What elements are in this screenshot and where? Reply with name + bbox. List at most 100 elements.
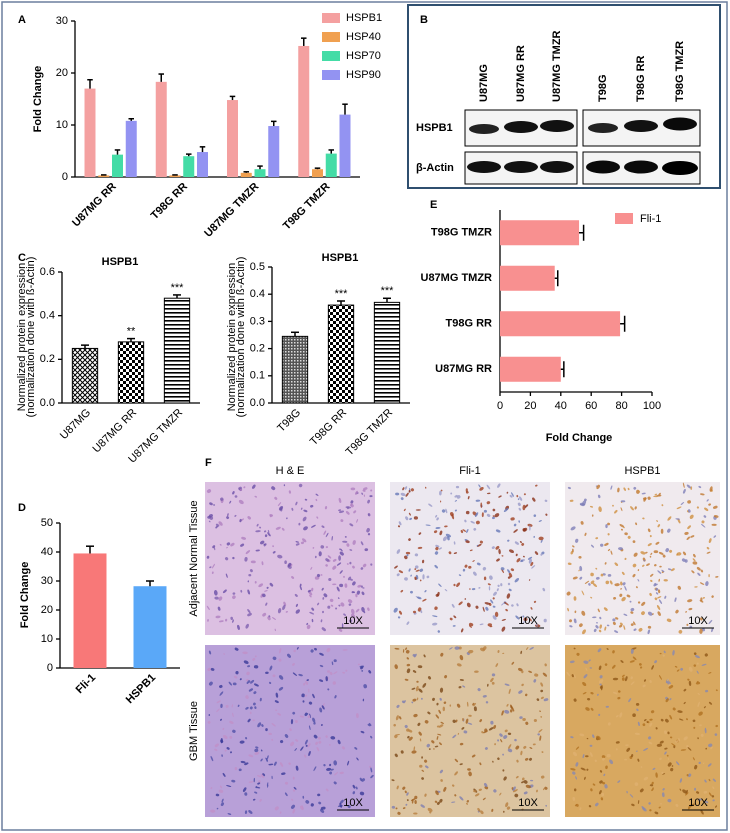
cell <box>462 685 466 688</box>
cell <box>605 524 608 529</box>
cell <box>448 551 452 555</box>
cell <box>459 654 464 661</box>
cell <box>436 517 439 521</box>
cell <box>359 791 365 796</box>
cell <box>369 495 373 498</box>
cell <box>419 579 422 582</box>
cell <box>233 675 238 679</box>
cell <box>422 574 425 580</box>
cell <box>221 754 223 757</box>
cell <box>589 744 593 747</box>
cell <box>312 693 315 699</box>
cell <box>658 551 664 555</box>
cell <box>342 671 346 674</box>
cell <box>607 722 611 726</box>
cell <box>484 783 488 787</box>
cell <box>479 487 484 491</box>
cell <box>617 780 621 783</box>
cell <box>646 563 650 566</box>
cell <box>396 785 399 790</box>
cell <box>451 801 456 803</box>
cell <box>419 568 424 572</box>
cell <box>482 695 487 698</box>
cell <box>256 523 259 527</box>
cell <box>478 484 481 488</box>
cell <box>405 803 408 806</box>
cell <box>516 494 519 498</box>
cell <box>368 670 372 674</box>
cell <box>491 808 494 812</box>
y-tick-label: 20 <box>41 604 53 616</box>
cell <box>585 707 590 711</box>
cell <box>589 752 593 757</box>
cell <box>299 715 305 718</box>
cell <box>691 570 695 574</box>
cell <box>529 525 531 531</box>
bar <box>325 153 337 177</box>
cell <box>400 750 404 754</box>
cell <box>520 559 524 562</box>
cell <box>469 588 471 590</box>
cell <box>574 788 577 792</box>
cell <box>395 715 399 721</box>
cell <box>609 580 613 585</box>
cell <box>542 587 546 592</box>
cell <box>630 681 635 686</box>
x-tick-label: T98G TMZR <box>281 181 333 233</box>
cell <box>572 576 578 580</box>
cell <box>474 512 479 518</box>
cell <box>488 727 494 731</box>
cell <box>311 587 314 592</box>
cell <box>486 484 491 490</box>
cell <box>263 530 267 533</box>
cell <box>598 665 602 671</box>
cell <box>460 628 464 633</box>
cell <box>543 698 549 702</box>
cell <box>341 746 346 750</box>
cell <box>410 798 416 802</box>
cell <box>501 710 504 716</box>
cell <box>327 555 332 559</box>
cell <box>268 763 274 766</box>
cell <box>417 722 421 727</box>
cell <box>338 509 342 512</box>
y-tick-label: 20 <box>56 67 68 79</box>
cell <box>538 520 542 522</box>
cell <box>469 549 473 552</box>
cell <box>422 682 427 688</box>
cell <box>290 719 294 725</box>
cell <box>283 484 286 487</box>
cell <box>349 578 353 581</box>
cell <box>634 782 639 786</box>
cell <box>458 601 463 606</box>
cell <box>677 710 683 713</box>
cell <box>647 496 651 500</box>
cell <box>309 611 315 615</box>
cell <box>451 603 455 608</box>
cell <box>513 529 518 533</box>
cell <box>311 607 315 611</box>
cell <box>230 616 234 620</box>
cell <box>461 718 465 722</box>
cell <box>619 524 625 528</box>
blot-band <box>662 161 698 175</box>
cell <box>687 500 691 504</box>
cell <box>220 738 223 744</box>
cell <box>226 546 228 549</box>
cell <box>521 781 525 784</box>
cell <box>599 683 602 686</box>
cell <box>393 723 396 727</box>
cell <box>427 676 432 680</box>
cell <box>346 543 350 547</box>
cell <box>432 622 438 626</box>
cell <box>505 608 508 612</box>
cell <box>598 713 601 717</box>
cell <box>598 679 604 684</box>
cell <box>671 743 676 747</box>
cell <box>439 769 444 774</box>
cell <box>492 760 494 763</box>
cell <box>419 764 423 768</box>
cell <box>586 768 589 771</box>
cell <box>211 571 214 574</box>
cell <box>649 535 652 538</box>
